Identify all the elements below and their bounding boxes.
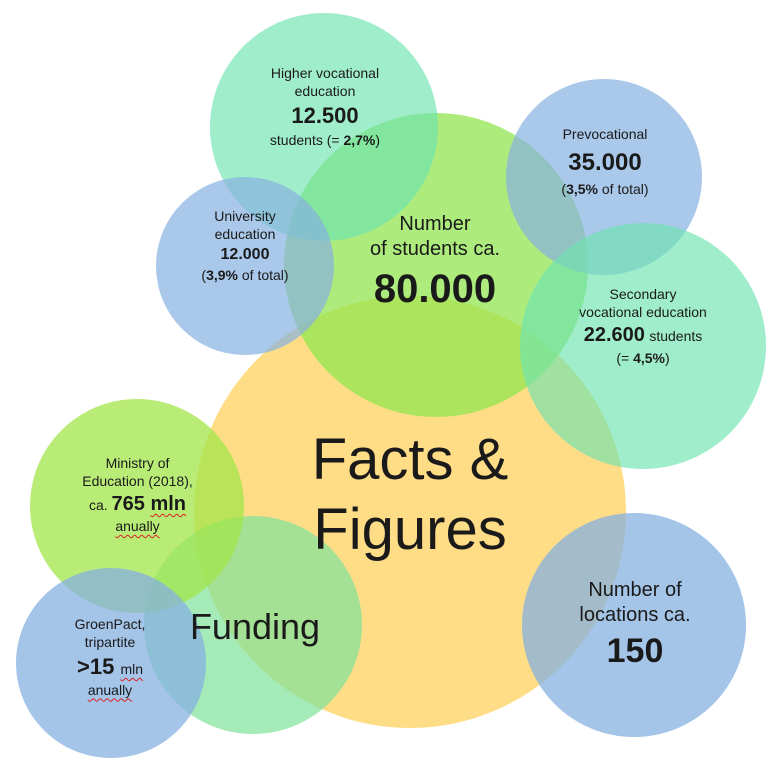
ministry-title-2: Education (2018),	[82, 472, 193, 489]
secondary-vocational-note: (= 4,5%)	[616, 350, 670, 366]
ministry-label: Ministry of Education (2018), ca. 765 ml…	[55, 455, 220, 536]
ministry-amount-row: ca. 765 mln	[88, 493, 187, 515]
locations-count: 150	[606, 632, 664, 670]
university-circle	[156, 177, 334, 355]
groenpact-frequency: anually	[87, 681, 133, 698]
higher-vocational-title-2: education	[294, 82, 356, 99]
secondary-vocational-circle	[520, 223, 766, 469]
secondary-vocational-label: Secondary vocational education 22.600 st…	[548, 286, 738, 368]
ministry-circle	[30, 399, 244, 613]
university-label: University education 12.000 (3,9% of tot…	[170, 208, 320, 285]
groenpact-label: GroenPact, tripartite >15 mln anually	[40, 616, 180, 699]
groenpact-amount-row: >15 mln	[77, 654, 143, 679]
facts-figures-title: Facts & Figures	[240, 425, 580, 564]
secondary-vocational-title-2: vocational education	[579, 303, 707, 320]
higher-vocational-note: students (= 2,7%)	[269, 131, 381, 148]
higher-vocational-count: 12.500	[291, 103, 359, 128]
facts-figures-line1: Facts &	[311, 427, 509, 492]
secondary-vocational-unit: students	[649, 328, 703, 344]
prevocational-label: Prevocational 35.000 (3,5% of total)	[525, 126, 685, 198]
university-title: University	[214, 208, 276, 224]
university-count: 12.000	[220, 246, 270, 263]
funding-label: Funding	[165, 604, 345, 649]
locations-label: Number of locations ca. 150	[555, 578, 715, 673]
locations-title-2: locations ca.	[579, 604, 691, 626]
ministry-title: Ministry of	[105, 455, 170, 471]
facts-figures-line2: Figures	[313, 496, 507, 562]
higher-vocational-label: Higher vocational education 12.500 stude…	[230, 65, 420, 149]
students-count: 80.000	[373, 267, 497, 311]
students-title: Number	[399, 213, 471, 235]
students-title-2: of students ca.	[369, 238, 501, 260]
university-note: (3,9% of total)	[201, 267, 289, 283]
higher-vocational-title: Higher vocational	[270, 65, 380, 81]
secondary-vocational-title: Secondary	[609, 286, 677, 302]
funding-title: Funding	[189, 606, 321, 647]
prevocational-note: (3,5% of total)	[561, 180, 649, 197]
university-title-2: education	[214, 225, 276, 242]
locations-circle	[522, 513, 746, 737]
prevocational-count: 35.000	[568, 148, 642, 176]
prevocational-title: Prevocational	[562, 126, 648, 142]
secondary-vocational-count-row: 22.600 students	[548, 323, 738, 348]
students-label: Number of students ca. 80.000	[330, 212, 540, 314]
groenpact-title: GroenPact,	[74, 616, 146, 632]
ministry-frequency: anually	[115, 518, 160, 534]
groenpact-title-2: tripartite	[84, 633, 136, 650]
locations-title: Number of	[588, 579, 682, 601]
secondary-vocational-count: 22.600	[583, 324, 645, 346]
groenpact-circle	[16, 568, 206, 758]
